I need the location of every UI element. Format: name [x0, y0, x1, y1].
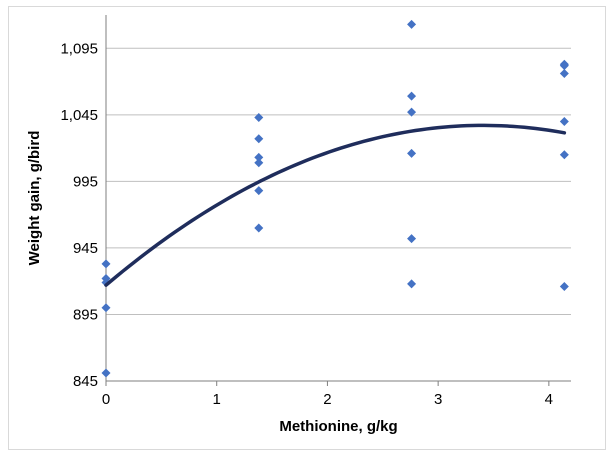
y-tick-label: 1,095 [60, 40, 98, 57]
data-point [407, 234, 417, 244]
data-point [407, 91, 417, 101]
data-point [101, 259, 111, 269]
data-point [101, 368, 111, 378]
y-tick-label: 895 [73, 306, 98, 323]
chart-area: 845 895 945 995 1,045 1,095 0 1 2 3 4 Methionine,… [8, 6, 606, 450]
y-tick-label: 1,045 [60, 107, 98, 124]
data-point [254, 186, 264, 196]
data-point [254, 158, 264, 168]
x-tick-label: 3 [434, 391, 442, 408]
data-point [559, 282, 569, 292]
trendline-group [104, 123, 567, 287]
x-axis-ticks: 0 1 2 3 4 [102, 391, 553, 408]
x-tick-label: 4 [545, 391, 553, 408]
data-point [407, 19, 417, 29]
x-axis-title: Methionine, g/kg [279, 418, 397, 435]
x-tick-label: 1 [213, 391, 221, 408]
y-tick-label: 995 [73, 173, 98, 190]
x-tick-label: 2 [323, 391, 331, 408]
x-tick-label: 0 [102, 391, 110, 408]
data-point [559, 69, 569, 79]
data-point [101, 303, 111, 313]
y-tick-label: 845 [73, 373, 98, 390]
data-point [559, 61, 569, 71]
trendline [104, 123, 567, 287]
gridlines [106, 47, 571, 315]
data-point [407, 148, 417, 158]
data-point [407, 279, 417, 289]
data-point [559, 150, 569, 160]
data-points [101, 19, 569, 378]
scatter-chart: 845 895 945 995 1,045 1,095 0 1 2 3 4 Methionine,… [26, 15, 571, 435]
y-axis-title: Weight gain, g/bird [26, 131, 43, 266]
data-point [407, 107, 417, 117]
data-point [254, 134, 264, 144]
y-axis-ticks: 845 895 945 995 1,045 1,095 [60, 40, 98, 390]
axes [105, 15, 571, 386]
data-point [254, 223, 264, 233]
y-tick-label: 945 [73, 240, 98, 257]
data-point [559, 116, 569, 126]
